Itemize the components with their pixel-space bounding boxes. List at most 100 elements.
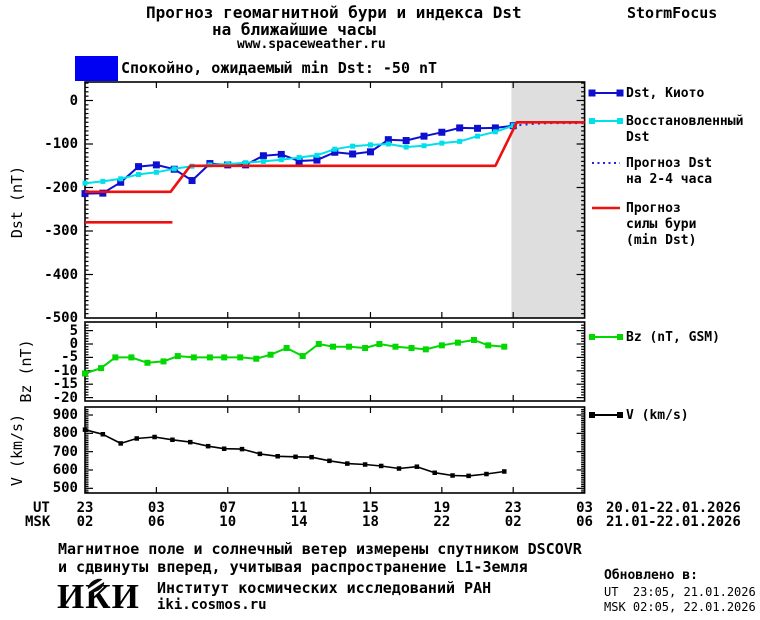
series-marker — [350, 143, 356, 149]
legend-label-3-1: силы бури — [626, 217, 697, 232]
series-marker — [205, 443, 211, 449]
ytick-label--5: -5 — [61, 349, 78, 366]
xtick-ut-1: 03 — [147, 500, 165, 516]
legend-swatch-marker — [589, 334, 595, 340]
series-marker — [475, 133, 481, 139]
ut-row-label: UT — [33, 500, 50, 516]
ytick-label--20: -20 — [52, 389, 78, 406]
legend-label-5-0: V (km/s) — [626, 408, 689, 423]
series-marker — [392, 343, 399, 350]
series-marker — [174, 353, 181, 360]
institute-site: iki.cosmos.ru — [157, 597, 267, 613]
series-marker — [385, 141, 391, 147]
msk-date-range: 21.01-22.01.2026 — [606, 514, 741, 530]
series-marker — [313, 156, 321, 164]
ytick-label-0: 0 — [69, 336, 78, 352]
xtick-ut-5: 19 — [433, 500, 451, 516]
series-marker — [378, 463, 384, 469]
series-marker — [170, 437, 175, 443]
legend-swatch-marker — [589, 118, 595, 124]
legend-label-4-0: Bz (nT, GSM) — [626, 330, 720, 345]
series-marker — [421, 143, 427, 149]
ytick-label--200: -200 — [44, 179, 78, 196]
series-marker — [144, 359, 151, 366]
series-marker — [384, 136, 392, 144]
series-marker — [330, 343, 337, 350]
series-marker — [450, 473, 455, 478]
series-marker — [99, 189, 107, 197]
series-marker — [82, 180, 88, 186]
series-marker — [82, 427, 88, 432]
series-marker — [136, 171, 142, 177]
series-marker — [408, 345, 415, 352]
series-marker — [457, 138, 463, 144]
series-marker — [118, 176, 124, 182]
series-marker — [396, 466, 402, 471]
ytick-label-600: 600 — [52, 462, 78, 478]
series-marker — [309, 454, 314, 460]
series-marker — [160, 358, 167, 365]
series-marker — [153, 169, 159, 175]
series-line-0-1 — [84, 124, 514, 185]
series-marker — [237, 354, 244, 361]
series-marker — [221, 354, 228, 361]
series-marker — [295, 157, 303, 165]
series-marker — [283, 345, 290, 352]
series-marker — [439, 140, 445, 146]
legend-label-0-0: Dst, Киото — [626, 86, 705, 101]
plot-frame-2 — [84, 406, 586, 494]
series-marker — [314, 152, 320, 158]
ytick-label--300: -300 — [44, 223, 78, 239]
series-marker — [327, 458, 332, 464]
xtick-msk-3: 14 — [290, 514, 308, 530]
plot-frame-0 — [84, 81, 586, 319]
xtick-ut-3: 11 — [290, 500, 308, 516]
series-marker — [470, 336, 477, 343]
updated-msk: MSK 02:05, 22.01.2026 — [604, 600, 756, 614]
ytick-label-500: 500 — [52, 480, 78, 497]
series-marker — [259, 152, 267, 160]
series-marker — [275, 454, 280, 459]
alert-label: Спокойно, ожидаемый min Dst: -50 nT — [121, 59, 438, 77]
ytick-label--100: -100 — [44, 136, 78, 152]
series-marker — [331, 148, 339, 156]
series-marker — [432, 470, 437, 475]
series-marker — [253, 355, 260, 362]
ytick-label--500: -500 — [44, 310, 78, 326]
legend-label-3-2: (min Dst) — [626, 233, 697, 248]
series-marker — [100, 432, 106, 437]
series-marker — [491, 124, 499, 132]
xtick-ut-4: 15 — [362, 500, 379, 516]
series-marker — [315, 341, 322, 347]
legend-label-1-1: Dst — [626, 130, 650, 145]
series-marker — [362, 345, 369, 352]
series-marker — [190, 354, 197, 361]
legend-label-3-0: Прогноз — [626, 201, 681, 216]
series-marker — [293, 454, 298, 460]
series-marker — [454, 339, 461, 346]
series-marker — [221, 446, 227, 451]
series-marker — [188, 439, 193, 445]
plot-frame-1 — [84, 321, 586, 402]
series-marker — [206, 354, 213, 361]
xtick-msk-7: 06 — [576, 514, 593, 530]
page-title-line1: Прогноз геомагнитной бури и индекса Dst — [146, 3, 522, 22]
xtick-msk-6: 02 — [504, 514, 522, 530]
series-marker — [118, 441, 123, 446]
series-marker — [402, 137, 410, 145]
xtick-msk-1: 06 — [147, 514, 165, 530]
series-marker — [82, 370, 88, 377]
series-marker — [492, 129, 498, 135]
brand-label: StormFocus — [627, 4, 718, 22]
series-marker — [366, 148, 374, 156]
series-marker — [474, 124, 482, 132]
series-marker — [332, 146, 338, 152]
series-marker — [414, 464, 420, 469]
legend-label-1-0: Восстановленный — [626, 114, 744, 129]
institute-name: Институт космических исследований РАН — [157, 579, 492, 597]
series-marker — [296, 154, 302, 160]
series-marker — [362, 462, 368, 467]
series-marker — [239, 446, 245, 452]
legend-swatch-marker — [617, 118, 623, 124]
